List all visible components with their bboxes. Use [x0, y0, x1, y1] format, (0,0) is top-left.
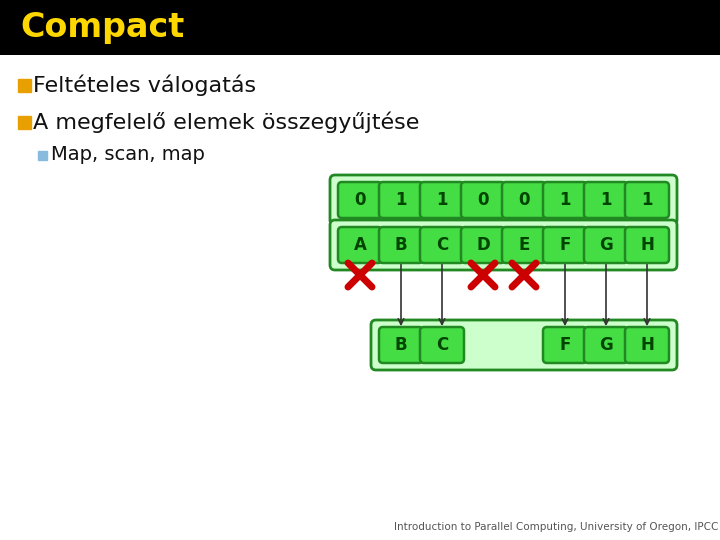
FancyBboxPatch shape — [584, 227, 628, 263]
Text: G: G — [599, 236, 613, 254]
FancyBboxPatch shape — [0, 0, 720, 55]
FancyBboxPatch shape — [338, 182, 382, 218]
FancyBboxPatch shape — [420, 182, 464, 218]
Text: H: H — [640, 236, 654, 254]
Text: C: C — [436, 336, 448, 354]
FancyBboxPatch shape — [330, 175, 677, 225]
FancyBboxPatch shape — [625, 182, 669, 218]
FancyBboxPatch shape — [379, 327, 423, 363]
Text: B: B — [395, 336, 408, 354]
Text: H: H — [640, 336, 654, 354]
Text: A megfelelő elemek összegyűjtése: A megfelelő elemek összegyűjtése — [33, 111, 419, 133]
FancyBboxPatch shape — [461, 182, 505, 218]
Text: 1: 1 — [559, 191, 571, 209]
Bar — [38, 151, 47, 159]
FancyBboxPatch shape — [379, 182, 423, 218]
Text: 0: 0 — [354, 191, 366, 209]
FancyBboxPatch shape — [330, 220, 677, 270]
FancyBboxPatch shape — [461, 227, 505, 263]
Text: 1: 1 — [642, 191, 653, 209]
Text: F: F — [559, 336, 571, 354]
Text: F: F — [559, 236, 571, 254]
Bar — [18, 116, 31, 129]
Bar — [18, 78, 31, 91]
FancyBboxPatch shape — [584, 182, 628, 218]
Text: B: B — [395, 236, 408, 254]
Text: Introduction to Parallel Computing, University of Oregon, IPCC: Introduction to Parallel Computing, Univ… — [394, 522, 718, 532]
Text: Map, scan, map: Map, scan, map — [51, 145, 205, 165]
FancyBboxPatch shape — [543, 327, 587, 363]
Text: Compact: Compact — [20, 11, 184, 44]
Text: A: A — [354, 236, 366, 254]
FancyBboxPatch shape — [338, 227, 382, 263]
Text: 0: 0 — [477, 191, 489, 209]
FancyBboxPatch shape — [379, 227, 423, 263]
Text: E: E — [518, 236, 530, 254]
Text: 0: 0 — [518, 191, 530, 209]
Text: Feltételes válogatás: Feltételes válogatás — [33, 74, 256, 96]
FancyBboxPatch shape — [371, 320, 677, 370]
FancyBboxPatch shape — [420, 327, 464, 363]
FancyBboxPatch shape — [543, 227, 587, 263]
Text: D: D — [476, 236, 490, 254]
Text: C: C — [436, 236, 448, 254]
Text: 1: 1 — [436, 191, 448, 209]
FancyBboxPatch shape — [543, 182, 587, 218]
Text: 1: 1 — [395, 191, 407, 209]
Text: 1: 1 — [600, 191, 612, 209]
FancyBboxPatch shape — [420, 227, 464, 263]
FancyBboxPatch shape — [584, 327, 628, 363]
FancyBboxPatch shape — [625, 227, 669, 263]
FancyBboxPatch shape — [502, 227, 546, 263]
FancyBboxPatch shape — [502, 182, 546, 218]
FancyBboxPatch shape — [625, 327, 669, 363]
Text: G: G — [599, 336, 613, 354]
